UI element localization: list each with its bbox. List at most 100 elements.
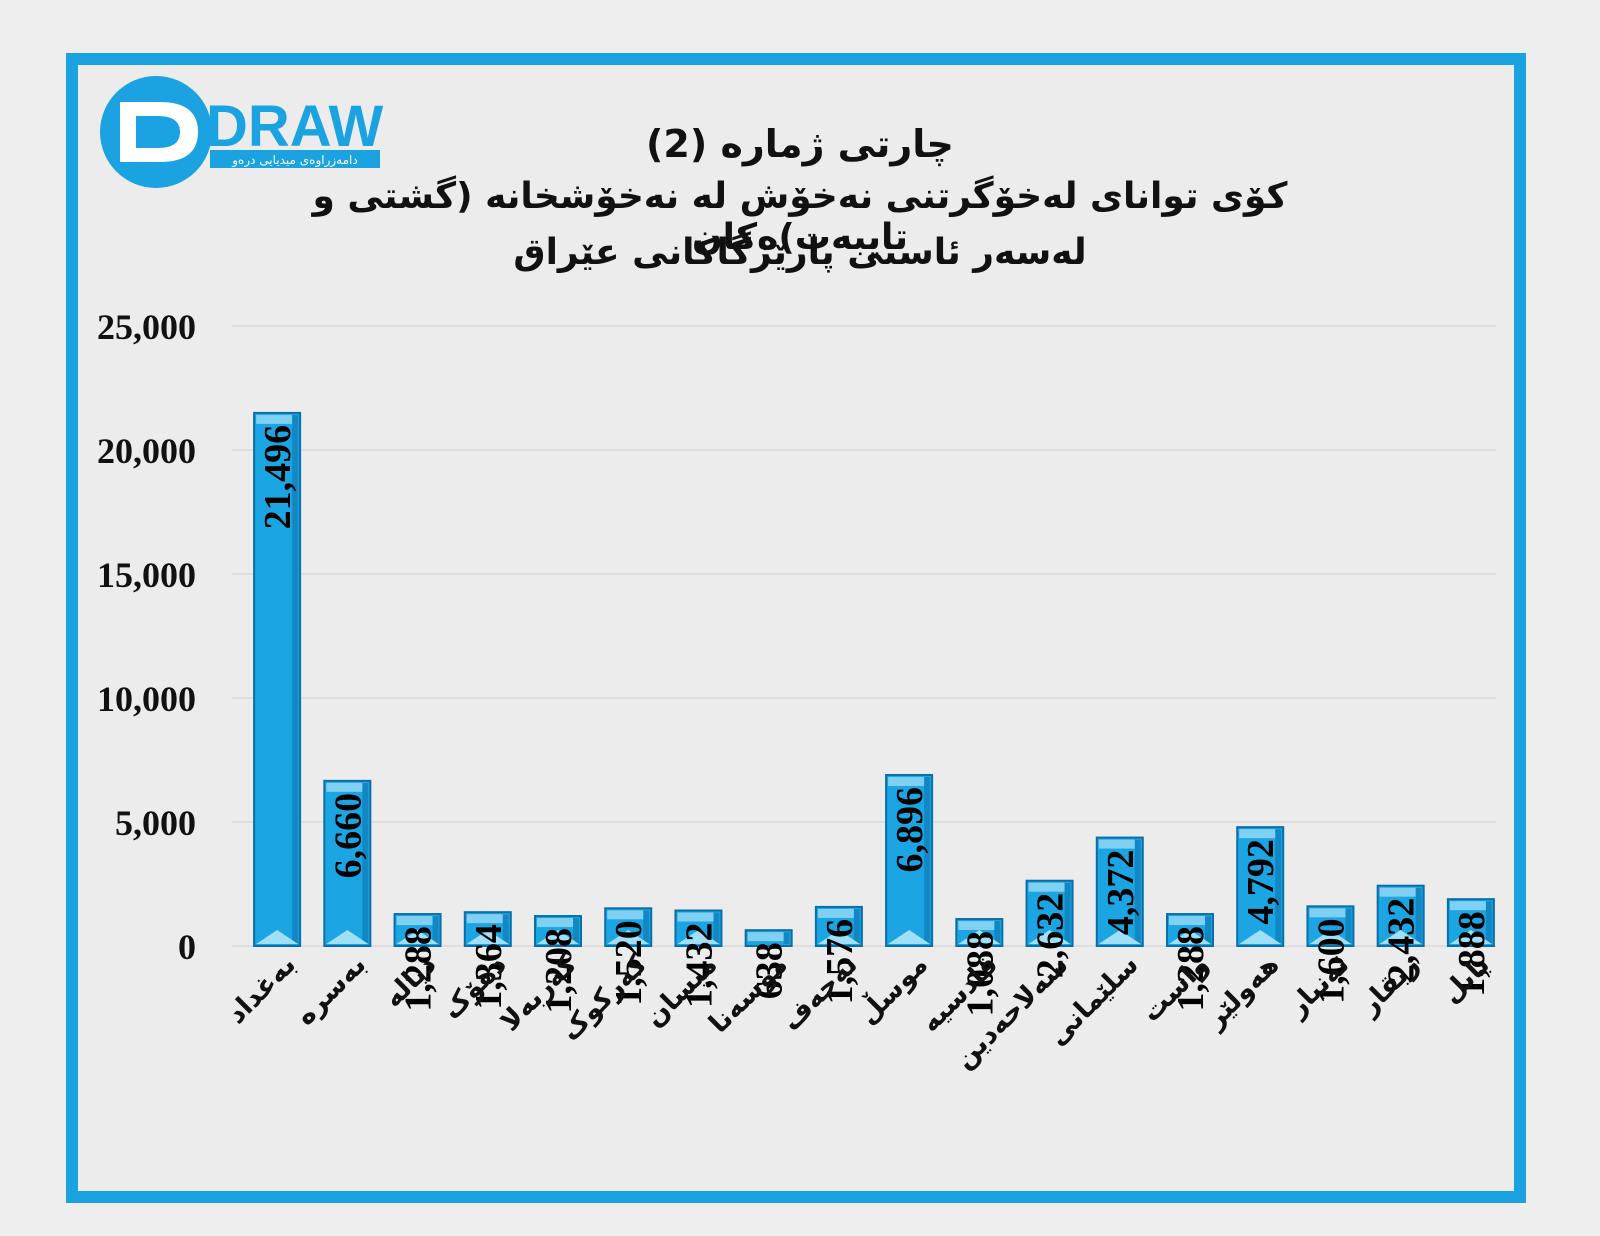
data-label: 6,896 bbox=[889, 787, 931, 873]
bar-side-shade bbox=[853, 908, 860, 944]
bar-side-shade bbox=[1415, 887, 1422, 944]
logo-tagline-bg bbox=[210, 150, 380, 168]
bar-base-highlight bbox=[1449, 930, 1492, 944]
bar-side-shade bbox=[432, 916, 439, 944]
bar-side-shade bbox=[1134, 839, 1141, 944]
bar bbox=[1376, 884, 1425, 947]
bar-top-face bbox=[1449, 901, 1492, 911]
bar-base-highlight bbox=[888, 930, 931, 944]
bar-base-highlight bbox=[607, 930, 650, 944]
data-label: 1,088 bbox=[959, 931, 1001, 1017]
bar-side-shade bbox=[1205, 916, 1211, 944]
bar bbox=[885, 773, 934, 947]
chart-subtitle-line-2: لەسەر ئاستی پارێزگاکانی عێراق bbox=[513, 232, 1087, 273]
bar-top-face bbox=[326, 782, 369, 792]
bar-base-highlight bbox=[1309, 930, 1352, 944]
bar-top-face bbox=[396, 916, 439, 926]
y-tick-label: 5,000 bbox=[115, 803, 196, 843]
bar-side-shade bbox=[292, 414, 299, 945]
bar bbox=[323, 779, 372, 947]
y-tick-label: 25,000 bbox=[97, 307, 196, 347]
bar-side-shade bbox=[924, 776, 931, 944]
bar-side-shade bbox=[643, 910, 650, 944]
bar bbox=[1095, 836, 1144, 947]
bar-side-shade bbox=[362, 782, 369, 944]
data-label: 1,576 bbox=[819, 919, 861, 1005]
bar-top-face bbox=[817, 908, 860, 918]
logo-d-hole bbox=[136, 116, 180, 148]
bar bbox=[463, 911, 512, 947]
bar-base-highlight bbox=[817, 930, 860, 944]
bar-base-highlight bbox=[958, 930, 1001, 944]
bar-base-highlight bbox=[1239, 930, 1282, 944]
bars bbox=[253, 411, 1495, 948]
bar bbox=[1446, 898, 1495, 948]
data-label: 1,364 bbox=[468, 924, 510, 1010]
bar-base-highlight bbox=[1169, 930, 1211, 944]
bar-base-highlight bbox=[326, 930, 369, 944]
y-tick-label: 15,000 bbox=[97, 555, 196, 595]
bar bbox=[253, 411, 302, 948]
bar-side-shade bbox=[1064, 882, 1071, 944]
bar-top-face bbox=[537, 918, 579, 928]
data-label: 4,792 bbox=[1240, 839, 1282, 925]
bar-base-highlight bbox=[537, 930, 579, 944]
bar-base-highlight bbox=[1379, 930, 1422, 944]
logo-brand-text: DRAW bbox=[206, 94, 383, 159]
chart-subtitle-line-1: کۆی توانای لەخۆگرتنی نەخۆش لە نەخۆشخانە … bbox=[312, 176, 1288, 258]
bar bbox=[1166, 913, 1214, 948]
data-label: 1,288 bbox=[1170, 926, 1212, 1012]
bar-side-shade bbox=[502, 914, 509, 944]
bar-base-highlight bbox=[396, 930, 439, 944]
bar-side-shade bbox=[994, 921, 1001, 944]
bar-top-face bbox=[747, 932, 790, 942]
bar-top-face bbox=[607, 910, 650, 920]
bar-top-face bbox=[256, 414, 299, 424]
bar bbox=[1236, 826, 1285, 947]
y-axis-ticks: 0 5,000 10,000 15,000 20,000 25,000 bbox=[97, 307, 196, 967]
bar-top-face bbox=[1169, 916, 1211, 926]
bar-top-face bbox=[677, 912, 720, 922]
bar bbox=[674, 909, 723, 947]
bar-top-face bbox=[958, 921, 1001, 931]
bar-side-shade bbox=[1345, 908, 1352, 944]
bar-side-shade bbox=[783, 932, 790, 944]
bar-base-highlight bbox=[1028, 930, 1071, 944]
x-tick-label: بەسرە bbox=[290, 949, 373, 1032]
bar-top-face bbox=[888, 776, 931, 786]
x-tick-label: بەغداد bbox=[221, 949, 302, 1030]
data-label: 4,372 bbox=[1100, 850, 1142, 936]
bar bbox=[955, 918, 1004, 947]
bar bbox=[1025, 879, 1074, 947]
data-label: 6,660 bbox=[327, 793, 369, 879]
bar-top-face bbox=[1028, 882, 1071, 892]
bar-base-highlight bbox=[466, 930, 509, 944]
chart-frame bbox=[66, 53, 1526, 1203]
bar-side-shade bbox=[1485, 901, 1492, 944]
data-label: 1,288 bbox=[398, 926, 440, 1012]
bar-side-shade bbox=[573, 918, 579, 944]
data-labels: 21,496 6,660 1,288 1,364 1,208 1,520 1,432 638 1… bbox=[257, 425, 1493, 1017]
y-tick-label: 20,000 bbox=[97, 431, 196, 471]
bar bbox=[604, 907, 653, 948]
data-label: 638 bbox=[749, 942, 791, 999]
bar-side-shade bbox=[713, 912, 720, 944]
data-label: 2,432 bbox=[1381, 898, 1423, 984]
bar bbox=[814, 905, 863, 948]
bar-base-highlight bbox=[256, 930, 299, 944]
bar-side-shade bbox=[1275, 829, 1282, 944]
bar bbox=[534, 915, 582, 948]
bar-top-face bbox=[1309, 908, 1352, 918]
data-label: 1,208 bbox=[538, 928, 580, 1014]
bar-top-face bbox=[466, 914, 509, 924]
bar-base-highlight bbox=[1098, 930, 1141, 944]
y-tick-label: 10,000 bbox=[97, 679, 196, 719]
draw-logo: DRAW دامەزراوەی میدیایی درەو bbox=[100, 76, 383, 188]
y-tick-label: 0 bbox=[178, 927, 196, 967]
bar-base-highlight bbox=[677, 930, 720, 944]
chart-title: چارتی ژمارە (2) bbox=[646, 122, 954, 166]
gridlines bbox=[232, 325, 1496, 947]
data-label: 2,632 bbox=[1030, 893, 1072, 979]
bar-top-face bbox=[1098, 839, 1141, 849]
